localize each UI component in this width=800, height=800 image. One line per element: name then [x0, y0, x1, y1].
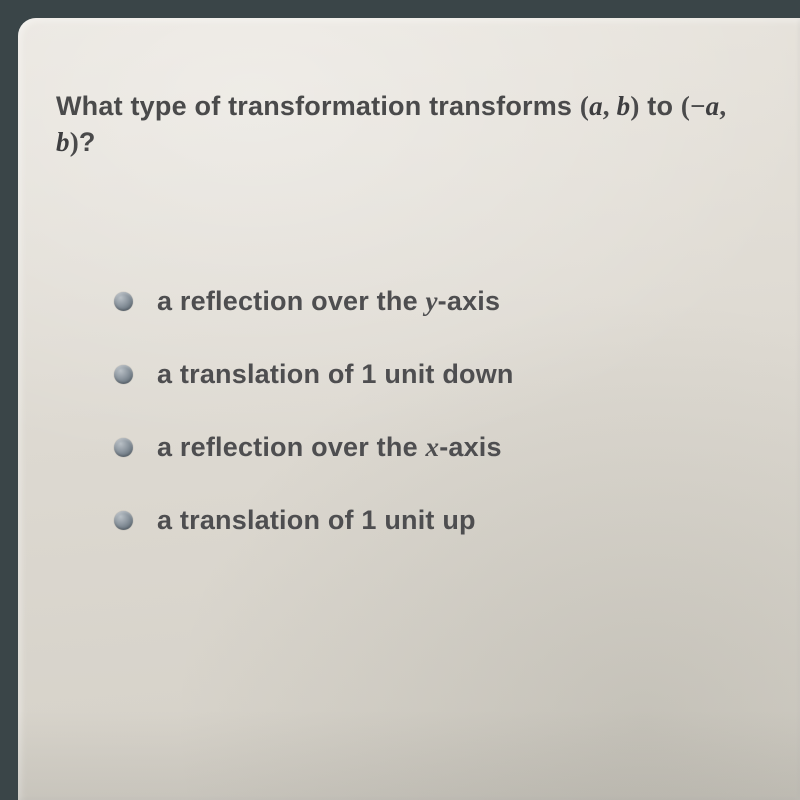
content-area: What type of transformation transforms (… [18, 18, 800, 536]
label-post: -axis [439, 432, 502, 462]
question-suffix: ? [79, 127, 96, 157]
pair2-close: ) [70, 127, 79, 157]
quiz-panel: What type of transformation transforms (… [18, 18, 800, 800]
option-translate-down[interactable]: a translation of 1 unit down [114, 359, 762, 390]
option-translate-up[interactable]: a translation of 1 unit up [114, 505, 762, 536]
label-pre: a reflection over the [157, 286, 425, 316]
option-label: a reflection over the x-axis [157, 432, 502, 463]
option-y-reflection[interactable]: a reflection over the y-axis [114, 286, 762, 317]
radio-icon[interactable] [114, 438, 133, 457]
radio-icon[interactable] [114, 292, 133, 311]
pair2-neg: − [690, 91, 706, 121]
pair1-close: ) [630, 91, 639, 121]
label-pre: a translation of 1 unit up [157, 505, 476, 535]
pair1-a: a [589, 91, 603, 121]
option-label: a translation of 1 unit up [157, 505, 476, 536]
question-text: What type of transformation transforms (… [56, 88, 762, 161]
label-pre: a translation of 1 unit down [157, 359, 514, 389]
label-ital: y [425, 286, 437, 316]
label-post: -axis [438, 286, 501, 316]
option-label: a translation of 1 unit down [157, 359, 514, 390]
pair2-open: ( [681, 91, 690, 121]
bottom-shade [18, 710, 800, 800]
label-ital: x [425, 432, 439, 462]
option-x-reflection[interactable]: a reflection over the x-axis [114, 432, 762, 463]
options-group: a reflection over the y-axis a translati… [56, 286, 762, 536]
radio-icon[interactable] [114, 365, 133, 384]
question-middle: to [640, 91, 681, 121]
pair1-open: ( [580, 91, 589, 121]
radio-icon[interactable] [114, 511, 133, 530]
pair2-comma: , [719, 91, 726, 121]
pair2-b: b [56, 127, 70, 157]
question-prefix: What type of transformation transforms [56, 91, 580, 121]
pair1-b: b [617, 91, 631, 121]
pair2-a: a [706, 91, 720, 121]
pair1-comma: , [603, 91, 617, 121]
option-label: a reflection over the y-axis [157, 286, 500, 317]
label-pre: a reflection over the [157, 432, 425, 462]
